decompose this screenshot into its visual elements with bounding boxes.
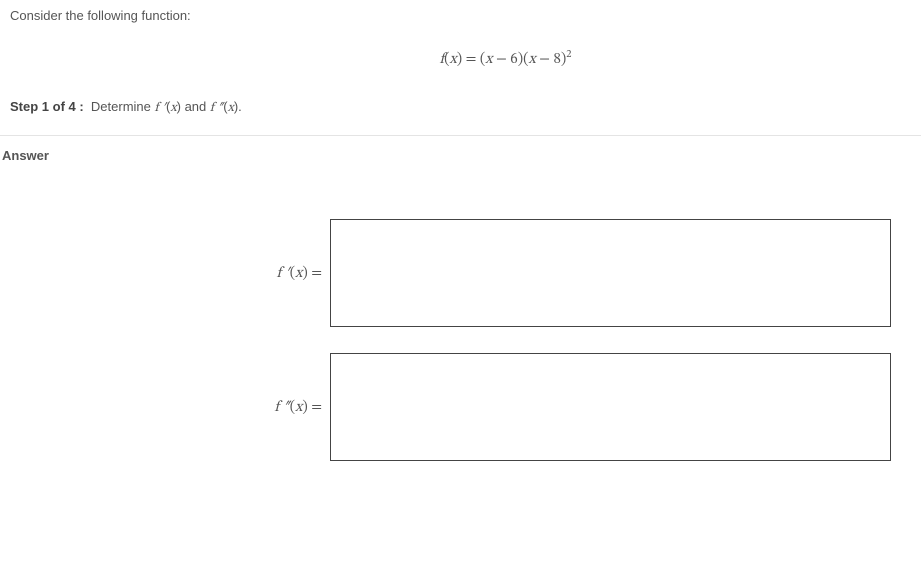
step-rest: Determine f ′(x) and f ″(x). (84, 99, 242, 114)
row-f-double-prime: f ″(x) = (0, 353, 891, 461)
f-double-prime-input[interactable] (330, 353, 891, 461)
f-prime-input[interactable] (330, 219, 891, 327)
function-definition: f(x) = (x − 6)(x − 8)2 (10, 49, 911, 69)
step-bold: Step 1 of 4 : (10, 99, 84, 114)
answer-heading: Answer (0, 136, 921, 163)
f-prime-label: f ′(x) = (0, 264, 330, 283)
step-line: Step 1 of 4 : Determine f ′(x) and f ″(x… (10, 99, 911, 135)
f-double-prime-label: f ″(x) = (0, 398, 330, 417)
row-f-prime: f ′(x) = (0, 219, 891, 327)
answer-fields: f ′(x) = f ″(x) = (0, 163, 921, 517)
prompt-text: Consider the following function: (10, 8, 911, 23)
